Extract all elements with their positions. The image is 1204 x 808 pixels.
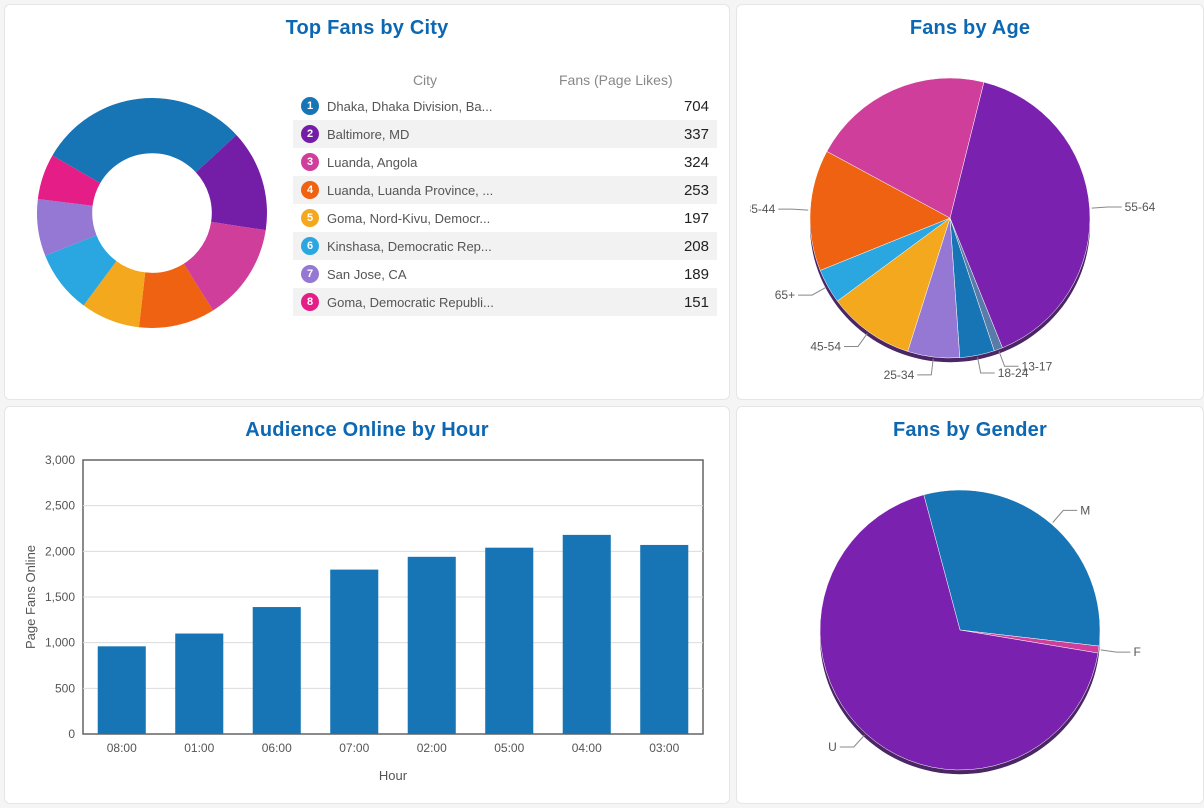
- col-fans: Fans (Page Likes): [549, 72, 709, 88]
- rank-badge: 8: [301, 293, 319, 311]
- table-row: 8 Goma, Democratic Republi...151: [293, 288, 717, 316]
- city-fans: 324: [639, 154, 709, 171]
- svg-text:2,000: 2,000: [45, 544, 75, 558]
- city-fans: 704: [639, 98, 709, 115]
- card-title: Audience Online by Hour: [17, 419, 717, 442]
- bar: [485, 548, 533, 734]
- city-fans: 151: [639, 294, 709, 311]
- svg-text:05:00: 05:00: [494, 741, 524, 755]
- bar-chart: 0 500 1,000 1,500 2,000 2,500 3,000 08:00 01:00 0…: [17, 450, 717, 790]
- bar: [330, 570, 378, 734]
- rank-badge: 1: [301, 97, 319, 115]
- city-fans: 337: [639, 126, 709, 143]
- card-title: Fans by Age: [749, 17, 1191, 40]
- table-row: 3 Luanda, Angola324: [293, 148, 717, 176]
- pie-label: 65+: [775, 288, 795, 302]
- pie-label: 55-64: [1125, 200, 1156, 214]
- table-row: 1 Dhaka, Dhaka Division, Ba...704: [293, 92, 717, 120]
- bar: [408, 557, 456, 734]
- card-fans-by-gender: Fans by Gender M F U: [736, 406, 1204, 804]
- col-city: City: [301, 72, 549, 88]
- svg-text:3,000: 3,000: [45, 453, 75, 467]
- table-row: 4 Luanda, Luanda Province, ...253: [293, 176, 717, 204]
- card-fans-by-age: Fans by Age 55-6413-1718-2425-3445-5465+…: [736, 4, 1204, 400]
- rank-badge: 7: [301, 265, 319, 283]
- city-table: City Fans (Page Likes) 1 Dhaka, Dhaka Div…: [293, 68, 717, 316]
- table-row: 7 San Jose, CA189: [293, 260, 717, 288]
- city-name: Baltimore, MD: [327, 127, 639, 142]
- svg-text:02:00: 02:00: [417, 741, 447, 755]
- table-row: 6 Kinshasa, Democratic Rep...208: [293, 232, 717, 260]
- svg-text:0: 0: [68, 727, 75, 741]
- city-name: Kinshasa, Democratic Rep...: [327, 239, 639, 254]
- pie-label: M: [1080, 503, 1090, 517]
- pie-label: 45-54: [810, 339, 841, 353]
- x-axis-label: Hour: [379, 768, 408, 783]
- rank-badge: 6: [301, 237, 319, 255]
- rank-badge: 4: [301, 181, 319, 199]
- city-name: Luanda, Luanda Province, ...: [327, 183, 639, 198]
- bar: [98, 646, 146, 734]
- svg-text:07:00: 07:00: [339, 741, 369, 755]
- city-fans: 253: [639, 182, 709, 199]
- svg-text:08:00: 08:00: [107, 741, 137, 755]
- pie-label: U: [828, 740, 837, 754]
- pie-chart-age: 55-6413-1718-2425-3445-5465+35-44: [749, 48, 1191, 388]
- donut-chart: [27, 88, 277, 338]
- rank-badge: 3: [301, 153, 319, 171]
- city-name: Dhaka, Dhaka Division, Ba...: [327, 99, 639, 114]
- city-name: Luanda, Angola: [327, 155, 639, 170]
- table-row: 5 Goma, Nord-Kivu, Democr...197: [293, 204, 717, 232]
- pie-label: F: [1133, 645, 1140, 659]
- bar: [175, 634, 223, 734]
- city-fans: 189: [639, 266, 709, 283]
- svg-text:1,000: 1,000: [45, 636, 75, 650]
- pie-chart-gender: M F U: [749, 450, 1191, 790]
- city-name: Goma, Democratic Republi...: [327, 295, 639, 310]
- city-name: Goma, Nord-Kivu, Democr...: [327, 211, 639, 226]
- card-title: Fans by Gender: [749, 419, 1191, 442]
- rank-badge: 5: [301, 209, 319, 227]
- svg-text:01:00: 01:00: [184, 741, 214, 755]
- city-fans: 208: [639, 238, 709, 255]
- pie-label: 35-44: [750, 202, 776, 216]
- bar: [563, 535, 611, 734]
- svg-text:1,500: 1,500: [45, 590, 75, 604]
- pie-label: 18-24: [998, 366, 1029, 380]
- rank-badge: 2: [301, 125, 319, 143]
- table-row: 2 Baltimore, MD337: [293, 120, 717, 148]
- bar: [253, 607, 301, 734]
- svg-text:03:00: 03:00: [649, 741, 679, 755]
- bar: [640, 545, 688, 734]
- svg-text:06:00: 06:00: [262, 741, 292, 755]
- card-top-fans-by-city: Top Fans by City City Fans (Page Likes) …: [4, 4, 730, 400]
- pie-label: 25-34: [884, 368, 915, 382]
- card-title: Top Fans by City: [17, 17, 717, 40]
- city-name: San Jose, CA: [327, 267, 639, 282]
- city-fans: 197: [639, 210, 709, 227]
- y-axis-label: Page Fans Online: [23, 545, 38, 649]
- svg-text:2,500: 2,500: [45, 499, 75, 513]
- svg-text:500: 500: [55, 681, 75, 695]
- svg-text:04:00: 04:00: [572, 741, 602, 755]
- card-audience-online: Audience Online by Hour 0 500 1,000 1,500 2,…: [4, 406, 730, 804]
